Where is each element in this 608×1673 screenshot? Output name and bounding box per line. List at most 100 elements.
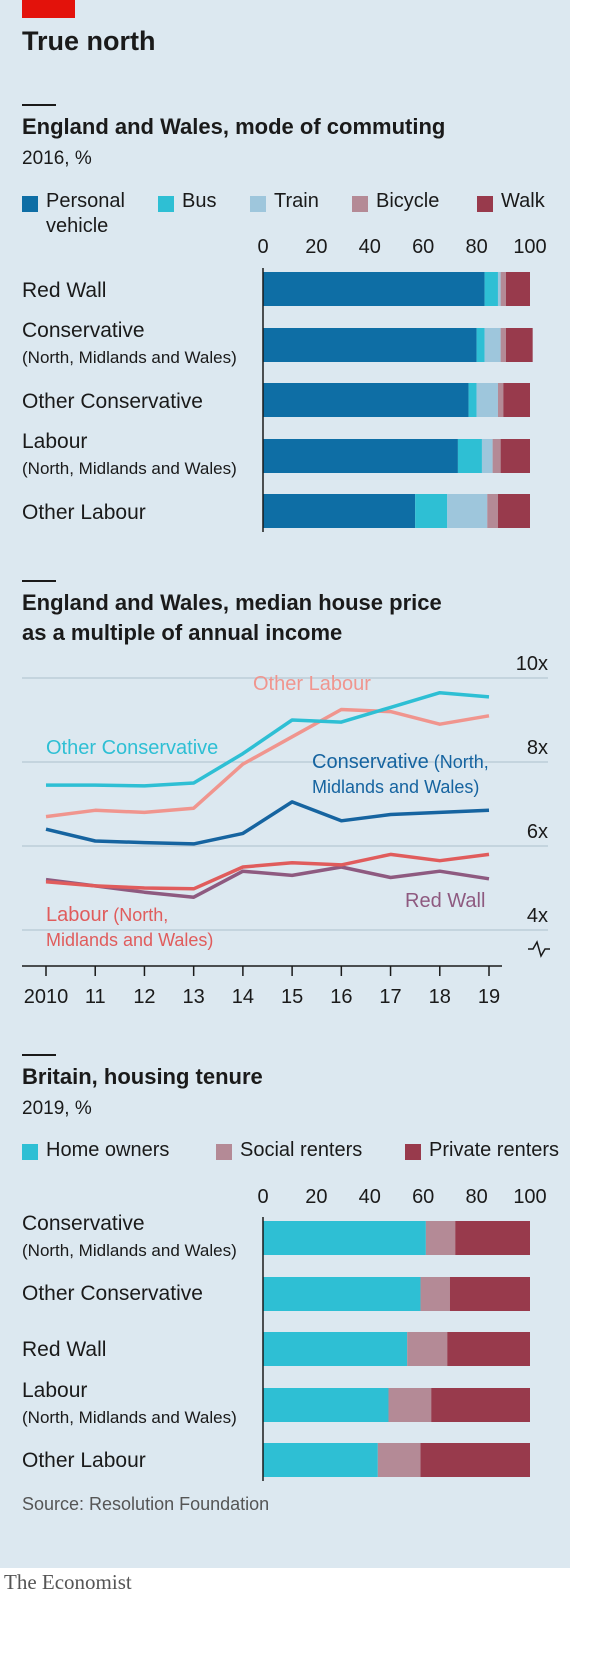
series-label-red-wall: Red Wall xyxy=(405,890,485,912)
bar-social-renters xyxy=(388,1388,432,1422)
bar-social-renters xyxy=(425,1221,456,1255)
bar-home-owners xyxy=(263,1221,426,1255)
legend-label-walk: Walk xyxy=(501,190,545,212)
legend-label-bicycle: Bicycle xyxy=(376,190,440,212)
bar-train xyxy=(497,272,501,306)
legend-swatch-bus xyxy=(158,196,174,212)
chart1-plot: 0 20 40 60 80 100 xyxy=(257,236,547,532)
chart1-category-label: Red Wall xyxy=(22,279,107,302)
bar-home-owners xyxy=(263,1388,389,1422)
bar-personal-vehicle xyxy=(263,328,477,362)
bar-social-renters xyxy=(377,1443,421,1477)
x-tick-label: 60 xyxy=(412,236,434,258)
x-tick-label: 40 xyxy=(359,236,381,258)
chart1-title: England and Wales, mode of commuting xyxy=(22,114,446,139)
bar-bicycle xyxy=(497,383,504,417)
line-other-labour xyxy=(45,707,490,819)
y-tick-label: 10x xyxy=(516,653,548,675)
chart2-title-line1: England and Wales, median house price xyxy=(22,590,442,615)
bar-walk xyxy=(505,328,533,362)
legend-swatch-train xyxy=(250,196,266,212)
chart3-category-sublabel: (North, Midlands and Wales) xyxy=(22,1408,237,1427)
legend-swatch-bicycle xyxy=(352,196,368,212)
x-tick-label: 60 xyxy=(412,1186,434,1208)
y-tick-label: 6x xyxy=(527,821,548,843)
bar-home-owners xyxy=(263,1277,421,1311)
x-tick-label: 19 xyxy=(478,986,500,1008)
x-tick-label: 2010 xyxy=(24,986,69,1008)
bar-train xyxy=(476,383,498,417)
x-tick-label: 16 xyxy=(330,986,352,1008)
chart3-category-label: Red Wall xyxy=(22,1338,107,1361)
y-tick-label: 4x xyxy=(527,905,548,927)
x-tick-label: 14 xyxy=(232,986,254,1008)
bar-bus xyxy=(468,383,477,417)
legend-label-private-renters: Private renters xyxy=(429,1139,560,1161)
chart2-title-line2: as a multiple of annual income xyxy=(22,620,343,645)
bar-personal-vehicle xyxy=(263,383,469,417)
x-tick-label: 80 xyxy=(465,236,487,258)
chart2-plot: 4x 6x 8x 10x 2010 11 12 13 14 15 16 17 18 19 Other Lab… xyxy=(22,653,550,1008)
chart2-rule xyxy=(22,580,56,582)
source-note: Source: Resolution Foundation xyxy=(22,1494,270,1514)
footer: The Economist xyxy=(0,1568,608,1673)
chart3-category-label: Other Conservative xyxy=(22,1282,203,1305)
bar-private-renters xyxy=(431,1388,530,1422)
bar-private-renters xyxy=(455,1221,530,1255)
chart1-category-label: Conservative xyxy=(22,319,145,342)
chart1-subtitle: 2016, % xyxy=(22,148,92,169)
chart3-plot: 0 20 40 60 80 100 xyxy=(257,1186,547,1481)
x-tick-label: 15 xyxy=(281,986,303,1008)
series-label-other-conservative: Other Conservative xyxy=(46,737,218,759)
series-label-conservative-nmw-line2: Midlands and Wales) xyxy=(312,777,479,797)
bar-bus xyxy=(457,439,482,473)
legend-swatch-private-renters xyxy=(405,1144,421,1160)
chart3-category-sublabel: (North, Midlands and Wales) xyxy=(22,1241,237,1260)
chart1-category-sublabel: (North, Midlands and Wales) xyxy=(22,459,237,478)
bar-walk xyxy=(500,439,530,473)
bar-bicycle xyxy=(500,272,506,306)
legend-label-bus: Bus xyxy=(182,190,217,212)
x-tick-label: 100 xyxy=(513,1186,546,1208)
series-label-labour-nmw-line2: Midlands and Wales) xyxy=(46,930,213,950)
legend-label-home-owners: Home owners xyxy=(46,1139,170,1161)
chart3-subtitle: 2019, % xyxy=(22,1098,92,1119)
main-title: True north xyxy=(22,26,156,56)
bar-train xyxy=(447,494,488,528)
bar-home-owners xyxy=(263,1443,378,1477)
x-tick-label: 12 xyxy=(133,986,155,1008)
legend-swatch-home-owners xyxy=(22,1144,38,1160)
x-tick-label: 11 xyxy=(85,986,106,1008)
legend-swatch-personal-vehicle xyxy=(22,196,38,212)
legend-swatch-walk xyxy=(477,196,493,212)
chart3-rule xyxy=(22,1054,56,1056)
line-other-conservative xyxy=(46,690,490,788)
bar-walk xyxy=(505,272,530,306)
legend-swatch-social-renters xyxy=(216,1144,232,1160)
y-tick-label: 8x xyxy=(527,737,548,759)
bar-private-renters xyxy=(449,1277,530,1311)
bar-bicycle xyxy=(492,439,501,473)
bar-train xyxy=(484,328,501,362)
chart1-rule xyxy=(22,104,56,106)
bar-social-renters xyxy=(420,1277,450,1311)
line-labour-north-midlands-and-wales xyxy=(45,852,490,891)
chart3-category-label: Other Labour xyxy=(22,1449,146,1472)
chart1-category-sublabel: (North, Midlands and Wales) xyxy=(22,348,237,367)
legend-label-social-renters: Social renters xyxy=(240,1139,363,1161)
x-tick-label: 100 xyxy=(513,236,546,258)
chart3-title: Britain, housing tenure xyxy=(22,1064,263,1089)
chart3-category-label: Labour xyxy=(22,1379,88,1402)
bar-home-owners xyxy=(263,1332,408,1366)
bar-walk xyxy=(503,383,530,417)
chart3-category-label: Conservative xyxy=(22,1212,145,1235)
brand-logo: The Economist xyxy=(4,1570,132,1594)
x-tick-label: 13 xyxy=(183,986,205,1008)
x-tick-label: 20 xyxy=(305,1186,327,1208)
bar-train xyxy=(481,439,493,473)
bar-personal-vehicle xyxy=(263,494,416,528)
bar-walk xyxy=(497,494,530,528)
bar-social-renters xyxy=(407,1332,448,1366)
x-tick-label: 18 xyxy=(429,986,451,1008)
bar-bicycle xyxy=(487,494,498,528)
